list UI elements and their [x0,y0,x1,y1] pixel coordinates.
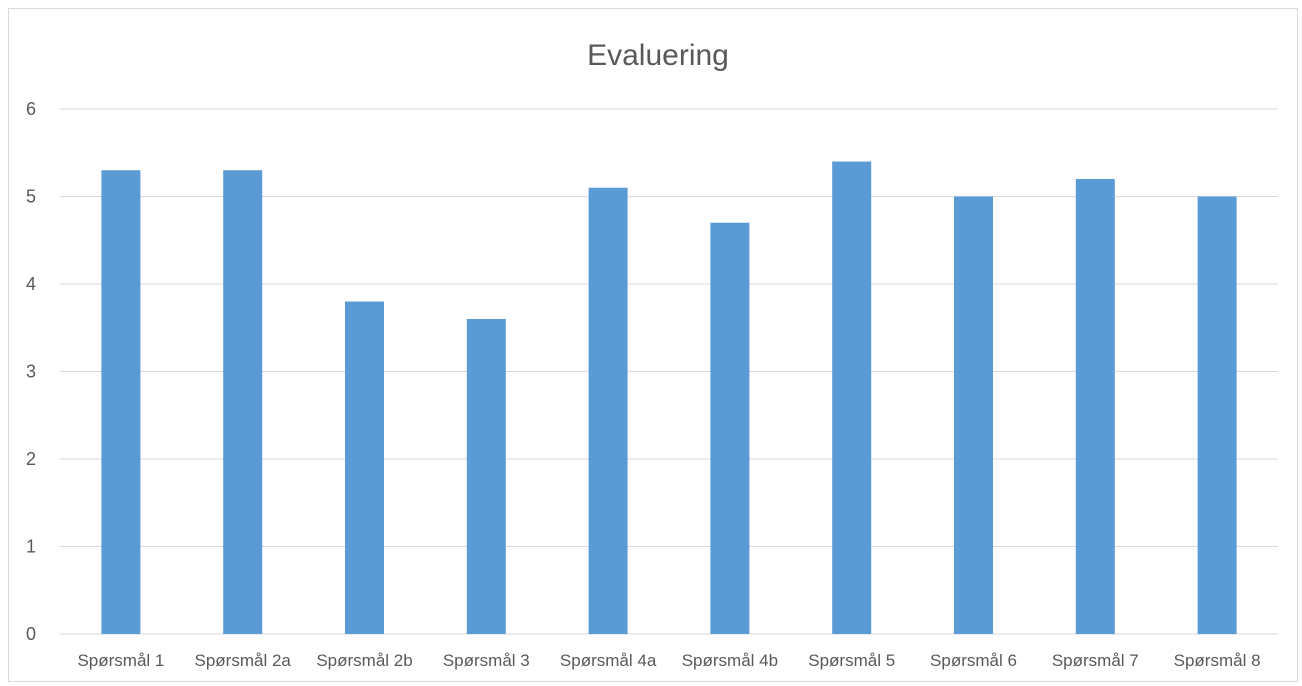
x-tick-label: Spørsmål 6 [930,651,1017,670]
y-tick-label: 1 [26,537,36,557]
x-tick-label: Spørsmål 5 [808,651,895,670]
x-tick-label: Spørsmål 8 [1174,651,1261,670]
bar [710,222,750,634]
x-tick-label: Spørsmål 1 [77,651,164,670]
x-tick-label: Spørsmål 4b [682,651,778,670]
x-tick-label: Spørsmål 7 [1052,651,1139,670]
x-tick-label: Spørsmål 2a [195,651,292,670]
bar [954,196,993,634]
y-tick-label: 6 [26,99,36,119]
chart-title: Evaluering [587,39,729,72]
bar [832,161,872,634]
y-tick-label: 5 [26,187,36,207]
bar [466,319,506,634]
bar [588,187,628,634]
bar [101,170,141,634]
y-tick-label: 4 [26,274,36,294]
gridlines [60,108,1278,635]
bar [1197,196,1237,634]
y-axis: 0 1 2 3 4 5 6 [26,99,36,644]
y-tick-label: 3 [26,362,36,382]
x-axis: Spørsmål 1 Spørsmål 2a Spørsmål 2b Spørsmål… [77,651,1260,670]
x-tick-label: Spørsmål 4a [560,651,657,670]
x-tick-label: Spørsmål 3 [443,651,530,670]
bar [223,170,263,634]
bar [1075,179,1115,634]
y-tick-label: 2 [26,449,36,469]
x-tick-label: Spørsmål 2b [316,651,412,670]
y-tick-label: 0 [26,624,36,644]
bars [101,161,1237,634]
bar [345,301,384,634]
